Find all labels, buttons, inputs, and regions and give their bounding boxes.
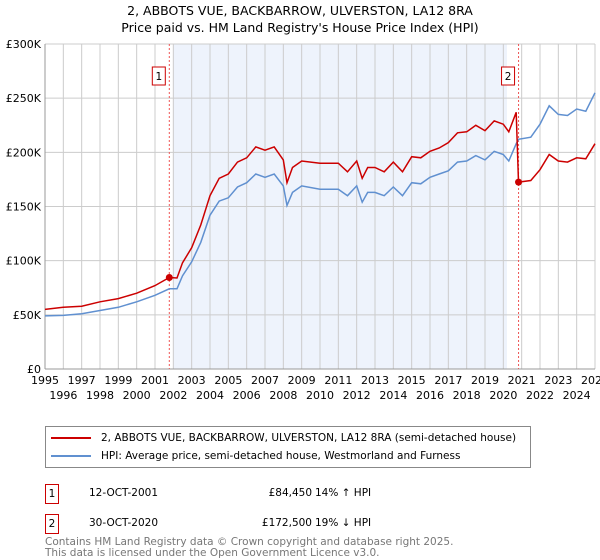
x-tick-label: 2001	[141, 374, 169, 387]
legend: 2, ABBOTS VUE, BACKBARROW, ULVERSTON, LA…	[45, 426, 531, 468]
x-tick-label: 2023	[544, 374, 572, 387]
footer: Contains HM Land Registry data © Crown c…	[45, 537, 453, 559]
x-tick-label: 2010	[306, 389, 334, 402]
x-tick-label: 2025	[581, 374, 600, 387]
x-tick-label: 1996	[49, 389, 77, 402]
y-tick-label: £50K	[13, 309, 42, 322]
x-tick-label: 2016	[416, 389, 444, 402]
sale-label: 2	[505, 71, 512, 83]
sale-price: £172,500	[261, 517, 312, 529]
sale-label-box	[501, 66, 516, 86]
sale-date: 12-OCT-2001	[89, 487, 158, 499]
x-tick-label: 2008	[269, 389, 297, 402]
legend-label-hpi: HPI: Average price, semi-detached house,…	[101, 450, 461, 462]
hpi-series-line	[44, 92, 596, 317]
sale-price: £84,450	[268, 487, 312, 499]
sale-hpi-diff: 19% ↓ HPI	[315, 517, 372, 529]
y-tick-label: £150K	[6, 201, 42, 214]
legend-swatch-hpi	[51, 455, 91, 457]
legend-item-hpi: HPI: Average price, semi-detached house,…	[51, 448, 460, 464]
sale-row-2: 2 30-OCT-2020 £172,500 19% ↓ HPI	[45, 514, 405, 534]
x-tick-label: 2006	[233, 389, 261, 402]
legend-item-property: 2, ABBOTS VUE, BACKBARROW, ULVERSTON, LA…	[51, 430, 516, 446]
price-chart: 1995 1996 1997 1998 1999 2000 2001 2002 2003 2004…	[6, 38, 600, 402]
sale-point	[515, 178, 523, 186]
x-tick-label: 2013	[361, 374, 389, 387]
sale-date: 30-OCT-2020	[89, 517, 158, 529]
x-tick-label: 2003	[178, 374, 206, 387]
property-series-line	[44, 112, 596, 311]
sale-row-1: 1 12-OCT-2001 £84,450 14% ↑ HPI	[45, 484, 405, 504]
x-tick-label: 2009	[288, 374, 316, 387]
x-tick-label: 2007	[251, 374, 279, 387]
x-tick-label: 2000	[123, 389, 151, 402]
chart-title: 2, ABBOTS VUE, BACKBARROW, ULVERSTON, LA…	[127, 3, 473, 18]
legend-label-property: 2, ABBOTS VUE, BACKBARROW, ULVERSTON, LA…	[101, 432, 517, 444]
x-tick-label: 2022	[526, 389, 554, 402]
x-tick-label: 2020	[489, 389, 517, 402]
y-tick-label: £300K	[6, 38, 42, 51]
sale-point	[165, 274, 173, 282]
x-tick-label: 2004	[196, 389, 224, 402]
x-tick-label: 1998	[86, 389, 114, 402]
x-tick-label: 2011	[324, 374, 352, 387]
x-tick-label: 2019	[471, 374, 499, 387]
y-tick-label: £0	[27, 363, 41, 376]
x-tick-label: 2017	[434, 374, 462, 387]
y-tick-label: £100K	[6, 255, 42, 268]
sale-hpi-diff: 14% ↑ HPI	[315, 487, 372, 499]
y-tick-label: £250K	[6, 92, 42, 105]
y-tick-label: £200K	[6, 146, 42, 159]
x-tick-label: 2021	[508, 374, 536, 387]
sale-label-box	[151, 66, 166, 86]
x-tick-label: 1999	[104, 374, 132, 387]
sale-number-badge: 2	[45, 514, 59, 534]
x-tick-label: 2005	[214, 374, 242, 387]
x-tick-label: 2012	[343, 389, 371, 402]
x-tick-label: 2018	[453, 389, 481, 402]
x-tick-label: 2015	[398, 374, 426, 387]
footer-copyright: Contains HM Land Registry data © Crown c…	[45, 536, 454, 548]
x-tick-label: 2014	[379, 389, 407, 402]
x-tick-label: 2002	[159, 389, 187, 402]
chart-subtitle: Price paid vs. HM Land Registry's House …	[121, 20, 479, 35]
x-tick-label: 1995	[31, 374, 59, 387]
x-tick-label: 1997	[68, 374, 96, 387]
x-tick-label: 2024	[563, 389, 591, 402]
legend-swatch-property	[51, 437, 91, 439]
footer-licence: This data is licensed under the Open Gov…	[45, 547, 380, 559]
sale-label: 1	[155, 71, 162, 83]
sale-number-badge: 1	[45, 484, 59, 504]
